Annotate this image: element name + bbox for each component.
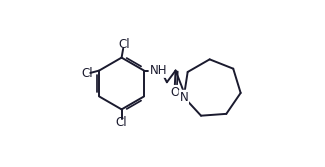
Text: Cl: Cl (81, 67, 93, 80)
Text: NH: NH (150, 64, 167, 77)
Text: Cl: Cl (118, 38, 130, 51)
Text: N: N (179, 91, 188, 104)
Text: Cl: Cl (116, 116, 127, 129)
Text: O: O (170, 86, 179, 99)
